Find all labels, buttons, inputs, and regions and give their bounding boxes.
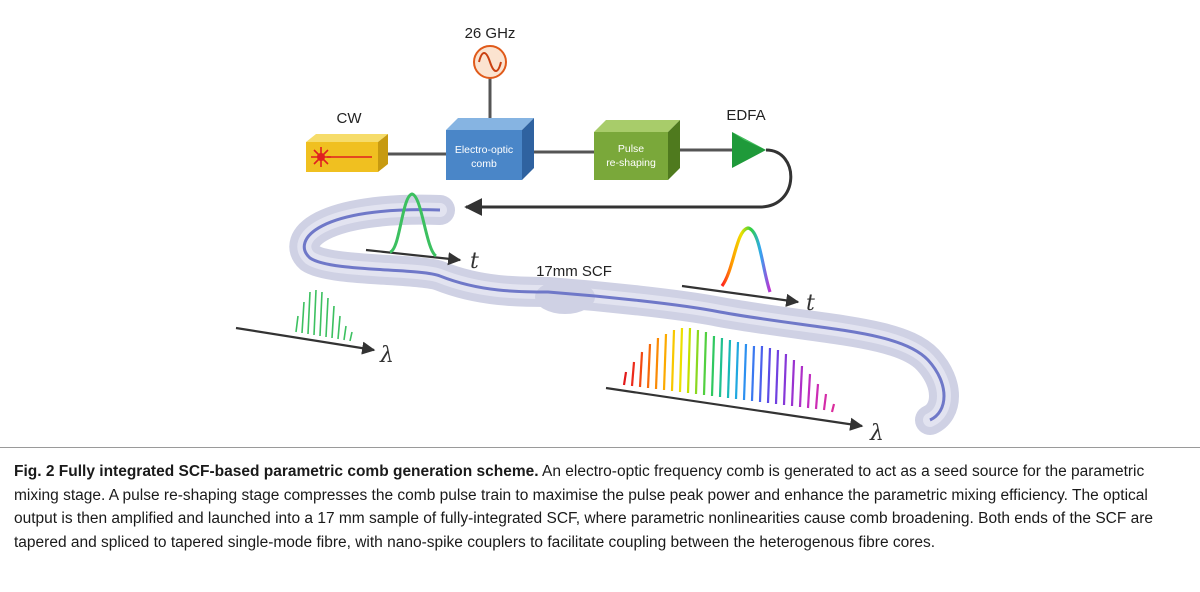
cw-laser-box: [306, 134, 388, 172]
electro-optic-comb-box: [446, 118, 534, 180]
scf-fibre: [289, 194, 959, 435]
parametric-comb-diagram: 26 GHz CW Electro-optic comb Pulse re-sh…: [235, 25, 959, 445]
scf-taper-bulge: [535, 280, 595, 314]
caption-body: An electro-optic frequency comb is gener…: [14, 463, 1154, 551]
edfa-amplifier-icon: [732, 132, 766, 168]
rf-source-label: 26 GHz: [465, 25, 516, 42]
eo-comb-label-line1: Electro-optic: [455, 144, 513, 156]
pulse-reshaping-label-line1: Pulse: [618, 143, 644, 155]
caption-divider: [0, 447, 1200, 448]
input-spectrum: [235, 289, 376, 355]
pulse-reshaping-label-line2: re-shaping: [606, 157, 656, 169]
scf-label: 17mm SCF: [536, 263, 612, 280]
output-time-axis-label: t: [806, 291, 815, 316]
output-time-pulse: [681, 226, 800, 307]
figure-caption: Fig. 2 Fully integrated SCF-based parame…: [14, 460, 1190, 554]
edfa-label: EDFA: [726, 107, 765, 124]
output-spectrum: [605, 327, 864, 431]
laser-burst-icon: [311, 147, 331, 167]
input-time-axis-label: t: [470, 249, 479, 274]
cw-label: CW: [337, 110, 363, 127]
rf-source-icon: [473, 45, 507, 79]
pulse-reshaping-box: [594, 120, 680, 180]
caption-title: Fig. 2 Fully integrated SCF-based parame…: [14, 463, 539, 480]
input-time-pulse: [365, 192, 462, 266]
eo-comb-label-line2: comb: [471, 158, 497, 170]
output-wavelength-axis-label: λ: [869, 421, 884, 445]
input-wavelength-axis-label: λ: [379, 343, 394, 368]
